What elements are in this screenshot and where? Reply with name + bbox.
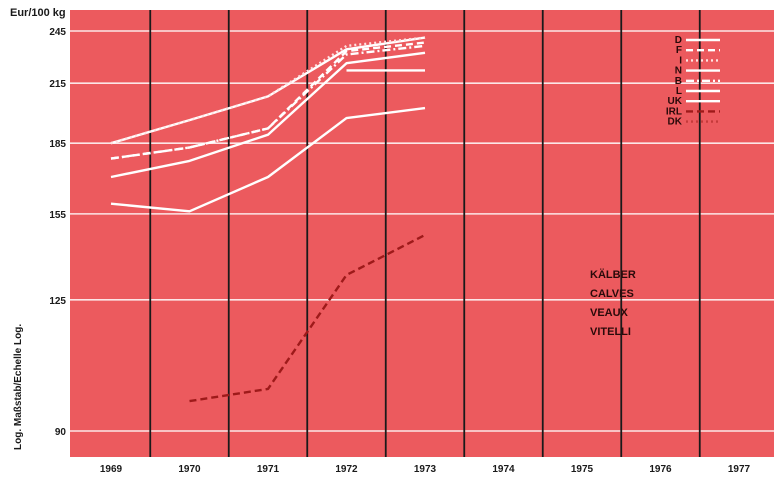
product-label-line: CALVES [590,288,634,300]
product-label-line: VEAUX [590,307,629,319]
legend-label-d: D [675,35,682,46]
legend-label-i: I [679,55,682,66]
series-line-n [110,51,426,179]
legend-label-f: F [676,45,682,56]
product-label: KÄLBER CALVES VEAUX VITELLI [590,268,636,338]
product-label-line: VITELLI [590,326,631,338]
series-line-irl [189,233,426,403]
y-tick-label-90: 90 [55,427,67,438]
legend-label-dk: DK [668,117,683,128]
legend-label-b: B [675,76,682,87]
x-tick-label-1974: 1974 [492,464,515,475]
y-scale-note: Log. Maßstab/Echelle Log. [13,324,24,450]
series-line-uk [110,106,426,213]
x-tick-label-1975: 1975 [571,464,594,475]
x-tick-label-1969: 1969 [100,464,123,475]
x-tick-label-1971: 1971 [257,464,280,475]
grid-layer [70,10,774,457]
series-line-b [110,44,426,160]
legend-label-uk: UK [668,96,683,107]
plot-background [70,10,774,457]
legend-label-irl: IRL [666,106,682,117]
y-tick-label-155: 155 [49,210,66,221]
x-tick-label-1976: 1976 [649,464,672,475]
y-tick-label-215: 215 [49,79,66,90]
x-tick-label-1972: 1972 [335,464,358,475]
x-tick-label-1977: 1977 [728,464,751,475]
legend-label-l: L [676,86,682,97]
x-tick-label-1970: 1970 [178,464,201,475]
series-line-d [110,36,426,145]
x-tick-label-1973: 1973 [414,464,437,475]
product-label-line: KÄLBER [590,268,636,281]
y-tick-label-185: 185 [49,139,66,150]
legend-label-n: N [675,66,682,77]
axis-layer: 90 125 155 185 215 245 1969 1970 1971 1972 1973 197… [49,27,750,475]
y-tick-label-125: 125 [49,296,66,307]
y-unit-label: Eur/100 kg [10,7,66,19]
series-layer [110,36,426,403]
y-tick-label-245: 245 [49,27,66,38]
